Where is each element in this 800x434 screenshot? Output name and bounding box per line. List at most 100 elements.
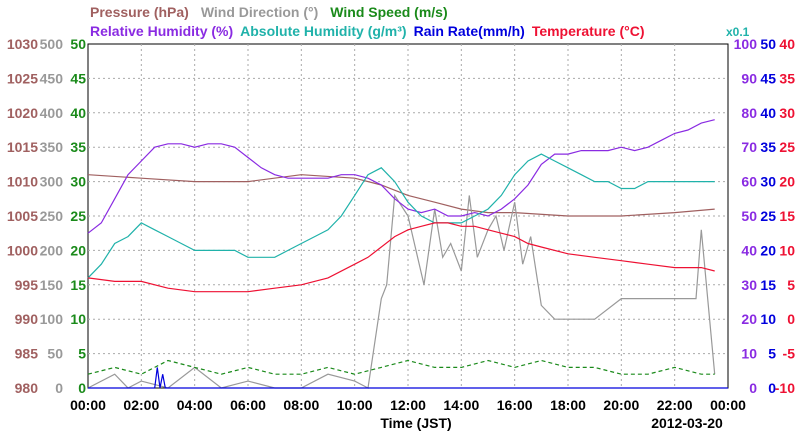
x-tick-label: 06:00 [230,397,266,413]
y-tick-label: 350 [40,139,64,155]
y-tick-label: 50 [70,36,86,52]
y-tick-label: 25 [70,208,86,224]
y-tick-label: 1000 [7,242,38,258]
y-tick-label: 980 [15,380,39,396]
y-tick-label: 25 [760,208,776,224]
y-tick-label: 450 [40,70,64,86]
y-tick-label: 15 [760,277,776,293]
y-tick-label: 0 [787,311,795,327]
y-tick-label: 20 [741,311,757,327]
legend-item: Rain Rate(mm/h) [414,23,525,39]
axes-layer: 1030102510201015101010051000995990985980… [7,36,795,431]
legend-item: Wind Speed (m/s) [330,4,447,20]
y-tick-label: 15 [70,277,86,293]
x-tick-label: 16:00 [497,397,533,413]
y-tick-label: 35 [779,70,795,86]
y-tick-label: 40 [741,242,757,258]
y-tick-label: 1030 [7,36,38,52]
y-tick-label: 30 [779,105,795,121]
legend-item: Pressure (hPa) [90,4,189,20]
date-label: 2012-03-20 [651,415,723,431]
y-tick-label: 5 [78,346,86,362]
y-tick-label: 0 [78,380,86,396]
x-tick-label: 00:00 [70,397,106,413]
x-tick-label: 00:00 [710,397,746,413]
y-tick-label: 80 [741,105,757,121]
y-tick-label: 50 [760,36,776,52]
series-line [87,174,715,217]
y-tick-label: 10 [760,311,776,327]
y-tick-label: 10 [779,242,795,258]
abs-scale-note: x0.1 [726,25,750,39]
series-layer [87,119,728,389]
y-tick-label: 50 [47,346,63,362]
y-tick-label: 1005 [7,208,38,224]
legend-item: Relative Humidity (%) [90,23,233,39]
y-tick-label: 1015 [7,139,38,155]
y-tick-label: 40 [760,105,776,121]
y-tick-label: 400 [40,105,64,121]
legend-item: Wind Direction (°) [201,4,318,20]
series-line [87,193,716,389]
y-tick-label: 5 [768,346,776,362]
y-tick-label: 35 [760,139,776,155]
series-line [87,153,715,279]
x-tick-label: 10:00 [337,397,373,413]
y-tick-label: 30 [70,174,86,190]
y-tick-label: 1010 [7,174,38,190]
legend-item: Temperature (°C) [532,23,645,39]
series-line [88,367,728,389]
legend-item: Absolute Humidity (g/m³) [240,23,406,39]
y-tick-label: 985 [15,346,39,362]
y-tick-label: 250 [40,208,64,224]
y-tick-label: 200 [40,242,64,258]
x-tick-label: 20:00 [603,397,639,413]
y-tick-label: 150 [40,277,64,293]
series-line [87,359,715,375]
y-tick-label: 1025 [7,70,38,86]
y-tick-label: 5 [787,277,795,293]
x-tick-label: 08:00 [283,397,319,413]
y-tick-label: 20 [760,242,776,258]
y-tick-label: 20 [779,174,795,190]
y-tick-label: 20 [70,242,86,258]
y-tick-label: -5 [783,346,796,362]
y-tick-label: 70 [741,139,757,155]
y-tick-label: 40 [70,105,86,121]
series-line [87,222,715,293]
y-tick-label: 300 [40,174,64,190]
y-tick-label: 1020 [7,105,38,121]
y-tick-label: 40 [779,36,795,52]
y-tick-label: 500 [40,36,64,52]
y-tick-label: 30 [760,174,776,190]
series-line [87,119,715,234]
y-tick-label: 25 [779,139,795,155]
x-tick-label: 12:00 [390,397,426,413]
y-tick-label: 35 [70,139,86,155]
x-tick-label: 04:00 [177,397,213,413]
y-tick-label: -10 [775,380,795,396]
legend: Pressure (hPa) Wind Direction (°) Wind Spe… [90,4,750,39]
y-tick-label: 100 [734,36,758,52]
y-tick-label: 0 [749,380,757,396]
y-tick-label: 90 [741,70,757,86]
y-tick-label: 45 [760,70,776,86]
x-axis-label: Time (JST) [380,415,451,431]
x-tick-label: 14:00 [443,397,479,413]
y-tick-label: 50 [741,208,757,224]
y-tick-label: 990 [15,311,39,327]
y-tick-label: 0 [55,380,63,396]
y-tick-label: 100 [40,311,64,327]
y-tick-label: 10 [741,346,757,362]
y-tick-label: 15 [779,208,795,224]
y-tick-label: 10 [70,311,86,327]
y-tick-label: 995 [15,277,39,293]
x-tick-label: 22:00 [657,397,693,413]
y-tick-label: 60 [741,174,757,190]
x-tick-label: 18:00 [550,397,586,413]
y-tick-label: 30 [741,277,757,293]
y-tick-label: 0 [768,380,776,396]
y-tick-label: 45 [70,70,86,86]
x-tick-label: 02:00 [123,397,159,413]
